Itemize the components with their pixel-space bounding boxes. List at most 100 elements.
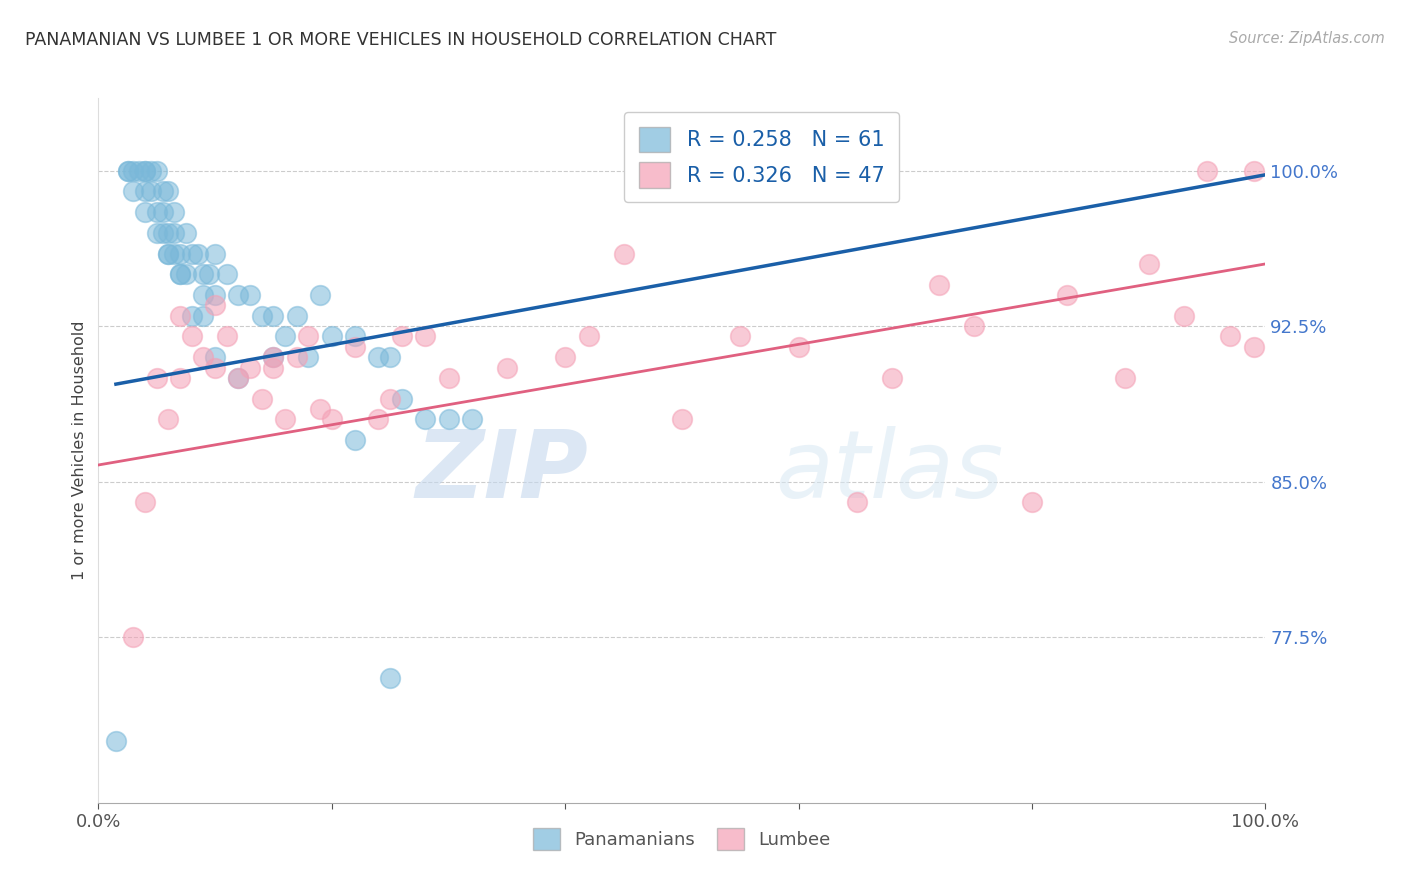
Point	[413, 329, 436, 343]
Point	[228, 288, 250, 302]
Point	[157, 246, 180, 260]
Point	[146, 226, 169, 240]
Point	[461, 412, 484, 426]
Point	[180, 246, 202, 260]
Point	[297, 350, 319, 364]
Point	[193, 267, 215, 281]
Point	[169, 267, 191, 281]
Point	[391, 329, 413, 343]
Point	[962, 319, 984, 334]
Point	[204, 246, 226, 260]
Point	[344, 433, 367, 447]
Point	[104, 733, 127, 747]
Point	[134, 495, 156, 509]
Point	[174, 226, 197, 240]
Point	[146, 163, 169, 178]
Point	[228, 371, 250, 385]
Point	[198, 267, 221, 281]
Point	[163, 226, 186, 240]
Point	[122, 185, 145, 199]
Point	[157, 185, 180, 199]
Point	[169, 309, 191, 323]
Point	[204, 360, 226, 375]
Point	[152, 205, 174, 219]
Point	[134, 205, 156, 219]
Legend: Panamanians, Lumbee: Panamanians, Lumbee	[526, 821, 838, 857]
Point	[169, 246, 191, 260]
Point	[215, 329, 238, 343]
Point	[169, 371, 191, 385]
Point	[496, 360, 519, 375]
Point	[1137, 257, 1160, 271]
Text: atlas: atlas	[775, 426, 1004, 517]
Point	[157, 412, 180, 426]
Point	[262, 360, 284, 375]
Point	[613, 246, 636, 260]
Point	[215, 267, 238, 281]
Point	[146, 205, 169, 219]
Point	[157, 246, 180, 260]
Point	[134, 163, 156, 178]
Point	[274, 329, 297, 343]
Text: Source: ZipAtlas.com: Source: ZipAtlas.com	[1229, 31, 1385, 46]
Point	[437, 371, 460, 385]
Point	[122, 630, 145, 644]
Point	[1243, 340, 1265, 354]
Point	[193, 309, 215, 323]
Point	[309, 402, 332, 417]
Point	[163, 205, 186, 219]
Point	[344, 340, 367, 354]
Point	[117, 163, 139, 178]
Point	[174, 267, 197, 281]
Point	[122, 163, 145, 178]
Point	[380, 392, 402, 406]
Point	[1021, 495, 1043, 509]
Point	[671, 412, 693, 426]
Point	[146, 371, 169, 385]
Point	[787, 340, 810, 354]
Point	[1056, 288, 1078, 302]
Point	[239, 288, 262, 302]
Point	[367, 412, 389, 426]
Point	[204, 350, 226, 364]
Point	[1219, 329, 1241, 343]
Point	[204, 298, 226, 312]
Point	[928, 277, 950, 292]
Point	[321, 329, 343, 343]
Point	[380, 350, 402, 364]
Point	[880, 371, 903, 385]
Point	[321, 412, 343, 426]
Point	[239, 360, 262, 375]
Point	[262, 350, 284, 364]
Point	[297, 329, 319, 343]
Point	[134, 163, 156, 178]
Point	[1243, 163, 1265, 178]
Point	[309, 288, 332, 302]
Point	[134, 185, 156, 199]
Point	[262, 309, 284, 323]
Point	[380, 672, 402, 686]
Point	[391, 392, 413, 406]
Point	[139, 185, 162, 199]
Point	[128, 163, 150, 178]
Point	[285, 350, 308, 364]
Text: ZIP: ZIP	[416, 425, 589, 517]
Point	[1114, 371, 1136, 385]
Point	[730, 329, 752, 343]
Point	[578, 329, 600, 343]
Point	[250, 309, 273, 323]
Text: PANAMANIAN VS LUMBEE 1 OR MORE VEHICLES IN HOUSEHOLD CORRELATION CHART: PANAMANIAN VS LUMBEE 1 OR MORE VEHICLES …	[25, 31, 776, 49]
Point	[187, 246, 209, 260]
Point	[846, 495, 869, 509]
Point	[274, 412, 297, 426]
Point	[204, 288, 226, 302]
Point	[163, 246, 186, 260]
Point	[152, 226, 174, 240]
Point	[180, 309, 202, 323]
Point	[180, 329, 202, 343]
Point	[193, 350, 215, 364]
Y-axis label: 1 or more Vehicles in Household: 1 or more Vehicles in Household	[72, 321, 87, 580]
Point	[262, 350, 284, 364]
Point	[344, 329, 367, 343]
Point	[139, 163, 162, 178]
